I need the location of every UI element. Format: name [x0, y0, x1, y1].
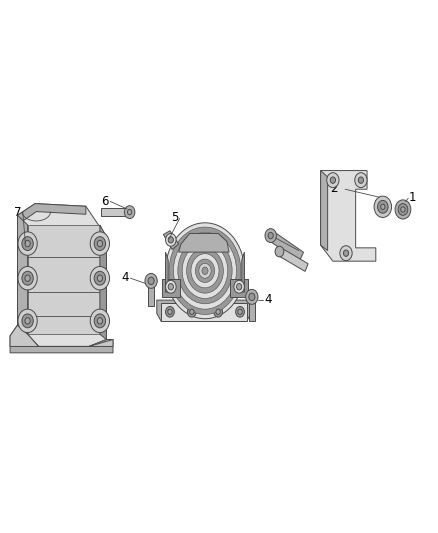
- Circle shape: [166, 280, 176, 293]
- Circle shape: [145, 273, 157, 288]
- Circle shape: [330, 177, 336, 183]
- Text: 4: 4: [122, 271, 129, 284]
- Text: 1: 1: [409, 191, 417, 204]
- Polygon shape: [321, 171, 328, 251]
- Circle shape: [94, 314, 106, 328]
- Polygon shape: [268, 231, 304, 262]
- Circle shape: [18, 309, 37, 333]
- Circle shape: [127, 209, 132, 215]
- Polygon shape: [161, 303, 247, 321]
- Circle shape: [378, 200, 388, 213]
- Polygon shape: [179, 233, 229, 252]
- Circle shape: [169, 227, 241, 314]
- Circle shape: [166, 223, 244, 319]
- Circle shape: [166, 306, 174, 317]
- Circle shape: [97, 318, 102, 324]
- Text: 4: 4: [264, 293, 272, 306]
- Polygon shape: [278, 248, 308, 271]
- Circle shape: [214, 306, 223, 317]
- Circle shape: [249, 293, 255, 301]
- Polygon shape: [157, 300, 253, 321]
- Circle shape: [238, 309, 242, 314]
- Polygon shape: [28, 225, 100, 334]
- Circle shape: [401, 207, 405, 212]
- Circle shape: [187, 306, 196, 317]
- Circle shape: [25, 275, 30, 281]
- Circle shape: [395, 200, 411, 219]
- Circle shape: [265, 229, 276, 243]
- Circle shape: [327, 173, 339, 188]
- Polygon shape: [18, 204, 106, 346]
- Circle shape: [374, 196, 392, 217]
- Polygon shape: [18, 204, 86, 222]
- Circle shape: [168, 284, 173, 290]
- Circle shape: [168, 237, 173, 243]
- Text: 7: 7: [14, 206, 21, 219]
- Circle shape: [182, 243, 228, 298]
- Text: 6: 6: [102, 195, 109, 208]
- Circle shape: [97, 240, 102, 247]
- Text: 5: 5: [171, 211, 178, 224]
- Circle shape: [94, 271, 106, 285]
- Polygon shape: [10, 325, 113, 346]
- Circle shape: [358, 177, 364, 183]
- Circle shape: [381, 204, 385, 209]
- Circle shape: [90, 266, 110, 290]
- Circle shape: [216, 309, 220, 314]
- Circle shape: [202, 267, 208, 274]
- Polygon shape: [18, 215, 28, 334]
- Circle shape: [124, 206, 135, 219]
- Circle shape: [148, 277, 154, 285]
- Circle shape: [18, 266, 37, 290]
- Circle shape: [398, 204, 408, 215]
- Polygon shape: [10, 325, 113, 353]
- Polygon shape: [242, 252, 244, 292]
- Polygon shape: [321, 171, 376, 261]
- Circle shape: [191, 254, 219, 288]
- Circle shape: [22, 271, 33, 285]
- Circle shape: [190, 309, 194, 314]
- Circle shape: [195, 259, 215, 282]
- Circle shape: [173, 232, 237, 309]
- Polygon shape: [163, 231, 179, 249]
- Circle shape: [178, 238, 232, 304]
- Text: 3: 3: [266, 231, 274, 244]
- Circle shape: [234, 280, 244, 293]
- Polygon shape: [148, 281, 154, 306]
- Circle shape: [97, 275, 102, 281]
- Polygon shape: [100, 225, 106, 340]
- Circle shape: [199, 263, 211, 278]
- Circle shape: [22, 314, 33, 328]
- Polygon shape: [249, 297, 255, 321]
- Circle shape: [355, 173, 367, 188]
- Circle shape: [343, 250, 349, 256]
- Circle shape: [166, 233, 176, 246]
- Circle shape: [236, 306, 244, 317]
- Polygon shape: [166, 252, 168, 292]
- Circle shape: [22, 237, 33, 251]
- Text: 2: 2: [330, 182, 337, 195]
- Circle shape: [187, 248, 223, 293]
- Polygon shape: [230, 279, 248, 297]
- Circle shape: [25, 318, 30, 324]
- Circle shape: [90, 309, 110, 333]
- Circle shape: [237, 284, 242, 290]
- Circle shape: [18, 232, 37, 255]
- Circle shape: [275, 246, 284, 257]
- Polygon shape: [162, 279, 180, 297]
- Polygon shape: [101, 208, 130, 216]
- Circle shape: [340, 246, 352, 261]
- Circle shape: [246, 289, 258, 304]
- Circle shape: [268, 232, 273, 239]
- Circle shape: [94, 237, 106, 251]
- Circle shape: [168, 309, 172, 314]
- Circle shape: [90, 232, 110, 255]
- Circle shape: [25, 240, 30, 247]
